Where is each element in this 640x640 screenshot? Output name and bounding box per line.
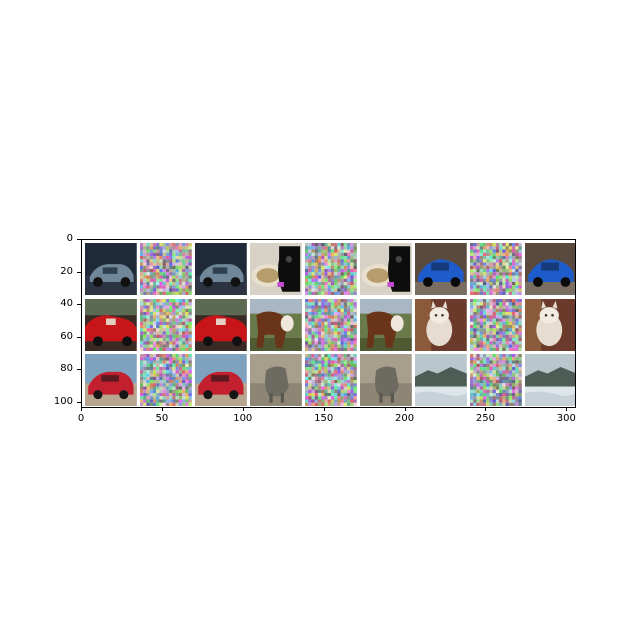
photo-image-tile xyxy=(525,243,575,296)
photo-image-tile xyxy=(85,298,137,351)
photo-image-tile xyxy=(525,353,575,406)
photo-image-tile xyxy=(360,243,412,296)
y-tick-label: 60 xyxy=(60,330,73,342)
y-tick-mark xyxy=(77,271,81,273)
photo-image-tile xyxy=(195,353,247,406)
noise-image-tile xyxy=(305,298,357,351)
y-tick-mark xyxy=(77,401,81,403)
x-tick-mark xyxy=(404,407,406,411)
y-tick-mark xyxy=(77,239,81,240)
x-tick-mark xyxy=(566,407,568,411)
x-tick-label: 200 xyxy=(394,413,415,424)
x-tick-label: 100 xyxy=(233,413,253,424)
x-tick-mark xyxy=(323,407,325,411)
y-tick-mark xyxy=(77,336,81,338)
noise-image-tile xyxy=(140,298,192,351)
image-grid-axes xyxy=(81,239,576,408)
x-tick-label: 150 xyxy=(314,413,334,424)
photo-image-tile xyxy=(195,243,247,296)
x-tick-label: 0 xyxy=(77,413,85,424)
y-tick-label: 40 xyxy=(60,297,73,309)
noise-image-tile xyxy=(140,243,192,296)
photo-image-tile xyxy=(415,298,467,351)
photo-image-tile xyxy=(360,298,412,351)
photo-image-tile xyxy=(415,353,467,406)
x-tick-mark xyxy=(81,407,82,411)
x-tick-mark xyxy=(242,407,244,411)
y-tick-label: 100 xyxy=(53,395,73,407)
y-tick-label: 20 xyxy=(60,265,73,277)
y-tick-label: 0 xyxy=(66,232,73,244)
noise-image-tile xyxy=(305,243,357,296)
photo-image-tile xyxy=(85,243,137,296)
y-tick-mark xyxy=(77,369,81,370)
x-tick-mark xyxy=(161,407,163,411)
x-tick-mark xyxy=(485,407,487,411)
y-tick-mark xyxy=(77,304,81,305)
photo-image-tile xyxy=(250,298,302,351)
x-tick-label: 250 xyxy=(475,413,495,424)
photo-image-tile xyxy=(250,353,302,406)
noise-image-tile xyxy=(470,353,522,406)
noise-image-tile xyxy=(470,298,522,351)
noise-image-tile xyxy=(140,353,192,406)
photo-image-tile xyxy=(415,243,467,296)
photo-image-tile xyxy=(250,243,302,296)
x-tick-label: 300 xyxy=(556,413,576,424)
x-tick-label: 50 xyxy=(155,413,169,424)
photo-image-tile xyxy=(525,298,575,351)
photo-image-tile xyxy=(195,298,247,351)
y-tick-label: 80 xyxy=(60,362,73,374)
photo-image-tile xyxy=(360,353,412,406)
photo-image-tile xyxy=(85,353,137,406)
noise-image-tile xyxy=(470,243,522,296)
noise-image-tile xyxy=(305,353,357,406)
